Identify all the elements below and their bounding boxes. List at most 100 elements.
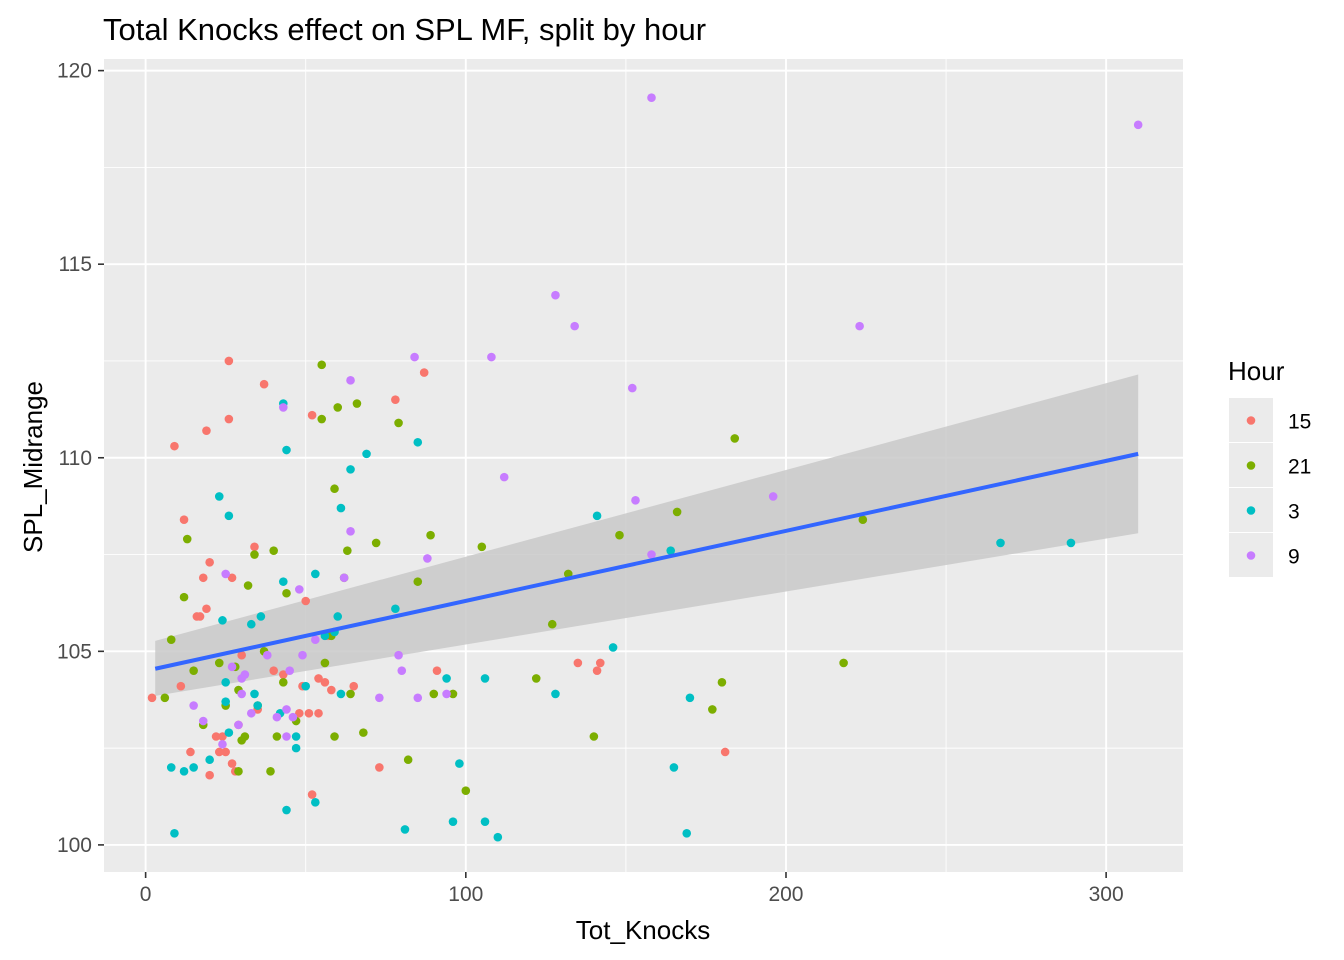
data-point-hour-9 [570, 321, 579, 331]
data-point-hour-15 [205, 557, 214, 567]
data-point-hour-21 [858, 515, 868, 524]
data-point-hour-9 [647, 550, 656, 559]
data-point-hour-21 [189, 666, 198, 675]
data-point-hour-9 [1133, 120, 1143, 130]
data-point-hour-3 [282, 805, 291, 815]
data-point-hour-21 [317, 414, 327, 424]
data-point-hour-15 [211, 732, 221, 741]
data-point-hour-21 [282, 588, 291, 598]
data-point-hour-21 [394, 418, 403, 428]
data-point-hour-9 [423, 554, 432, 563]
data-point-hour-21 [182, 534, 192, 544]
y-tick-label: 105 [57, 640, 92, 663]
data-point-hour-21 [272, 732, 282, 741]
data-point-hour-3 [455, 759, 464, 768]
data-point-hour-3 [592, 511, 602, 521]
legend-label-3: 3 [1288, 501, 1300, 524]
y-tick-label: 110 [59, 447, 92, 470]
data-point-hour-15 [250, 542, 259, 552]
data-point-hour-9 [487, 352, 496, 362]
data-point-hour-3 [608, 643, 618, 652]
data-point-hour-15 [314, 708, 323, 718]
data-point-hour-3 [336, 503, 346, 513]
data-point-hour-9 [397, 666, 407, 675]
data-point-hour-3 [221, 697, 230, 706]
data-point-hour-21 [343, 546, 352, 555]
data-point-hour-15 [304, 708, 314, 718]
legend-marker-21 [1246, 461, 1256, 470]
data-point-hour-9 [189, 701, 198, 710]
data-point-hour-15 [327, 685, 336, 695]
data-point-hour-9 [346, 527, 355, 536]
data-point-hour-9 [768, 492, 778, 501]
data-point-hour-9 [295, 585, 304, 594]
data-point-hour-15 [186, 747, 195, 757]
x-tick-label: 0 [140, 883, 152, 906]
data-point-hour-9 [282, 732, 291, 741]
data-point-hour-3 [480, 674, 490, 683]
data-point-hour-3 [448, 817, 458, 826]
data-point-hour-15 [202, 426, 211, 435]
data-point-hour-21 [477, 542, 487, 552]
data-point-hour-9 [198, 716, 208, 726]
data-point-hour-15 [170, 441, 179, 451]
data-point-hour-15 [278, 670, 288, 679]
data-point-hour-21 [448, 689, 458, 699]
data-point-hour-3 [311, 798, 320, 807]
data-point-hour-15 [432, 666, 442, 675]
legend-title: Hour [1228, 356, 1285, 386]
data-point-hour-3 [221, 678, 230, 687]
data-point-hour-3 [250, 689, 259, 699]
data-point-hour-21 [269, 546, 278, 555]
data-point-hour-3 [311, 569, 320, 579]
legend-label-9: 9 [1288, 546, 1300, 569]
data-point-hour-3 [442, 674, 451, 683]
data-point-hour-9 [413, 693, 423, 703]
data-point-hour-3 [179, 767, 189, 776]
data-point-hour-15 [218, 732, 227, 741]
data-point-hour-3 [682, 828, 692, 838]
data-point-hour-15 [720, 747, 730, 757]
data-point-hour-3 [253, 701, 262, 710]
data-point-hour-15 [375, 763, 384, 772]
legend-marker-15 [1246, 416, 1256, 425]
x-axis-title: Tot_Knocks [576, 915, 710, 945]
data-point-hour-9 [499, 472, 509, 482]
data-point-hour-15 [391, 395, 400, 404]
data-point-hour-9 [442, 689, 451, 699]
data-point-hour-3 [278, 577, 288, 586]
legend-label-15: 15 [1288, 411, 1311, 434]
data-point-hour-3 [224, 728, 234, 737]
data-point-hour-9 [288, 712, 298, 722]
data-point-hour-21 [160, 693, 170, 703]
data-point-hour-9 [278, 403, 288, 412]
data-point-hour-9 [394, 650, 403, 660]
chart-title: Total Knocks effect on SPL MF, split by … [103, 12, 706, 47]
data-point-hour-21 [426, 530, 435, 540]
data-point-hour-3 [218, 616, 227, 625]
data-point-hour-3 [336, 689, 346, 699]
data-point-hour-21 [672, 507, 682, 517]
data-point-hour-3 [346, 465, 355, 474]
data-point-hour-3 [224, 511, 234, 521]
trend-line [154, 451, 1139, 671]
data-point-hour-21 [320, 658, 330, 668]
data-point-hour-15 [307, 790, 317, 799]
x-tick-label: 200 [768, 883, 803, 906]
data-point-hour-15 [176, 681, 186, 691]
data-point-hour-15 [314, 674, 323, 683]
data-point-hour-3 [669, 763, 679, 772]
data-point-hour-15 [259, 379, 269, 389]
data-point-hour-21 [179, 592, 189, 602]
data-point-hour-3 [493, 832, 503, 842]
data-point-hour-15 [301, 596, 311, 606]
data-point-hour-21 [330, 484, 339, 494]
data-point-hour-21 [333, 403, 343, 412]
data-point-hour-3 [551, 689, 560, 699]
data-point-hour-9 [311, 635, 320, 645]
data-point-hour-15 [307, 410, 317, 420]
data-point-hour-15 [147, 693, 157, 703]
data-point-hour-21 [234, 767, 243, 776]
data-point-hour-21 [708, 705, 717, 714]
